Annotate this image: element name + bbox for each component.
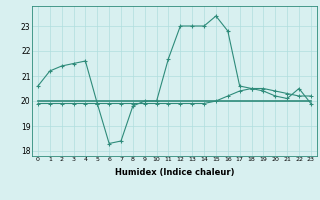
X-axis label: Humidex (Indice chaleur): Humidex (Indice chaleur)	[115, 168, 234, 177]
